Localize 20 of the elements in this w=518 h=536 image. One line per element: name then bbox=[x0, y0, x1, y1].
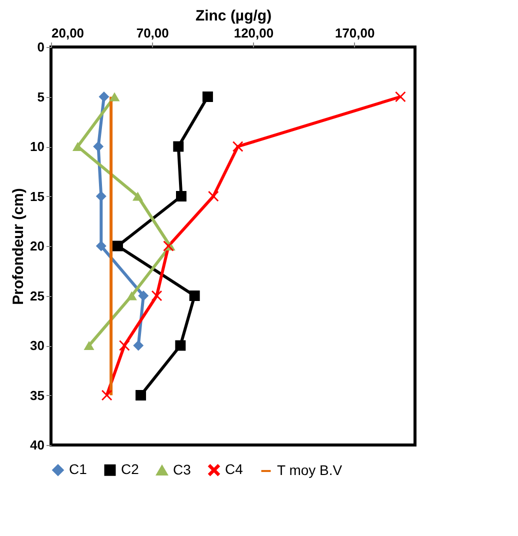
legend-label: C3 bbox=[173, 461, 192, 478]
y-tick-label: 5 bbox=[37, 89, 44, 104]
x-tick-label: 170,00 bbox=[334, 26, 375, 40]
y-tick-label: 35 bbox=[30, 388, 44, 403]
y-tick-label: 20 bbox=[30, 238, 44, 254]
x-tick-label: 120,00 bbox=[234, 26, 274, 40]
y-tick-label: 40 bbox=[30, 438, 44, 452]
y-tick-label: 10 bbox=[30, 139, 44, 154]
x-tick-label: 20,00 bbox=[52, 26, 84, 40]
y-tick-label: 30 bbox=[30, 338, 44, 353]
legend-label: T moy B.V bbox=[277, 462, 343, 478]
x-tick-label: 70,00 bbox=[136, 26, 169, 40]
y-tick-label: 25 bbox=[30, 288, 44, 304]
legend-label: C1 bbox=[69, 461, 88, 478]
x-axis-title: Zinc (µg/g) bbox=[195, 8, 272, 24]
y-axis-title: Profondeur (cm) bbox=[10, 188, 28, 305]
legend-label: C4 bbox=[225, 461, 244, 478]
y-tick-label: 0 bbox=[37, 40, 44, 54]
legend-label: C2 bbox=[121, 461, 140, 478]
y-tick-label: 15 bbox=[30, 188, 44, 204]
